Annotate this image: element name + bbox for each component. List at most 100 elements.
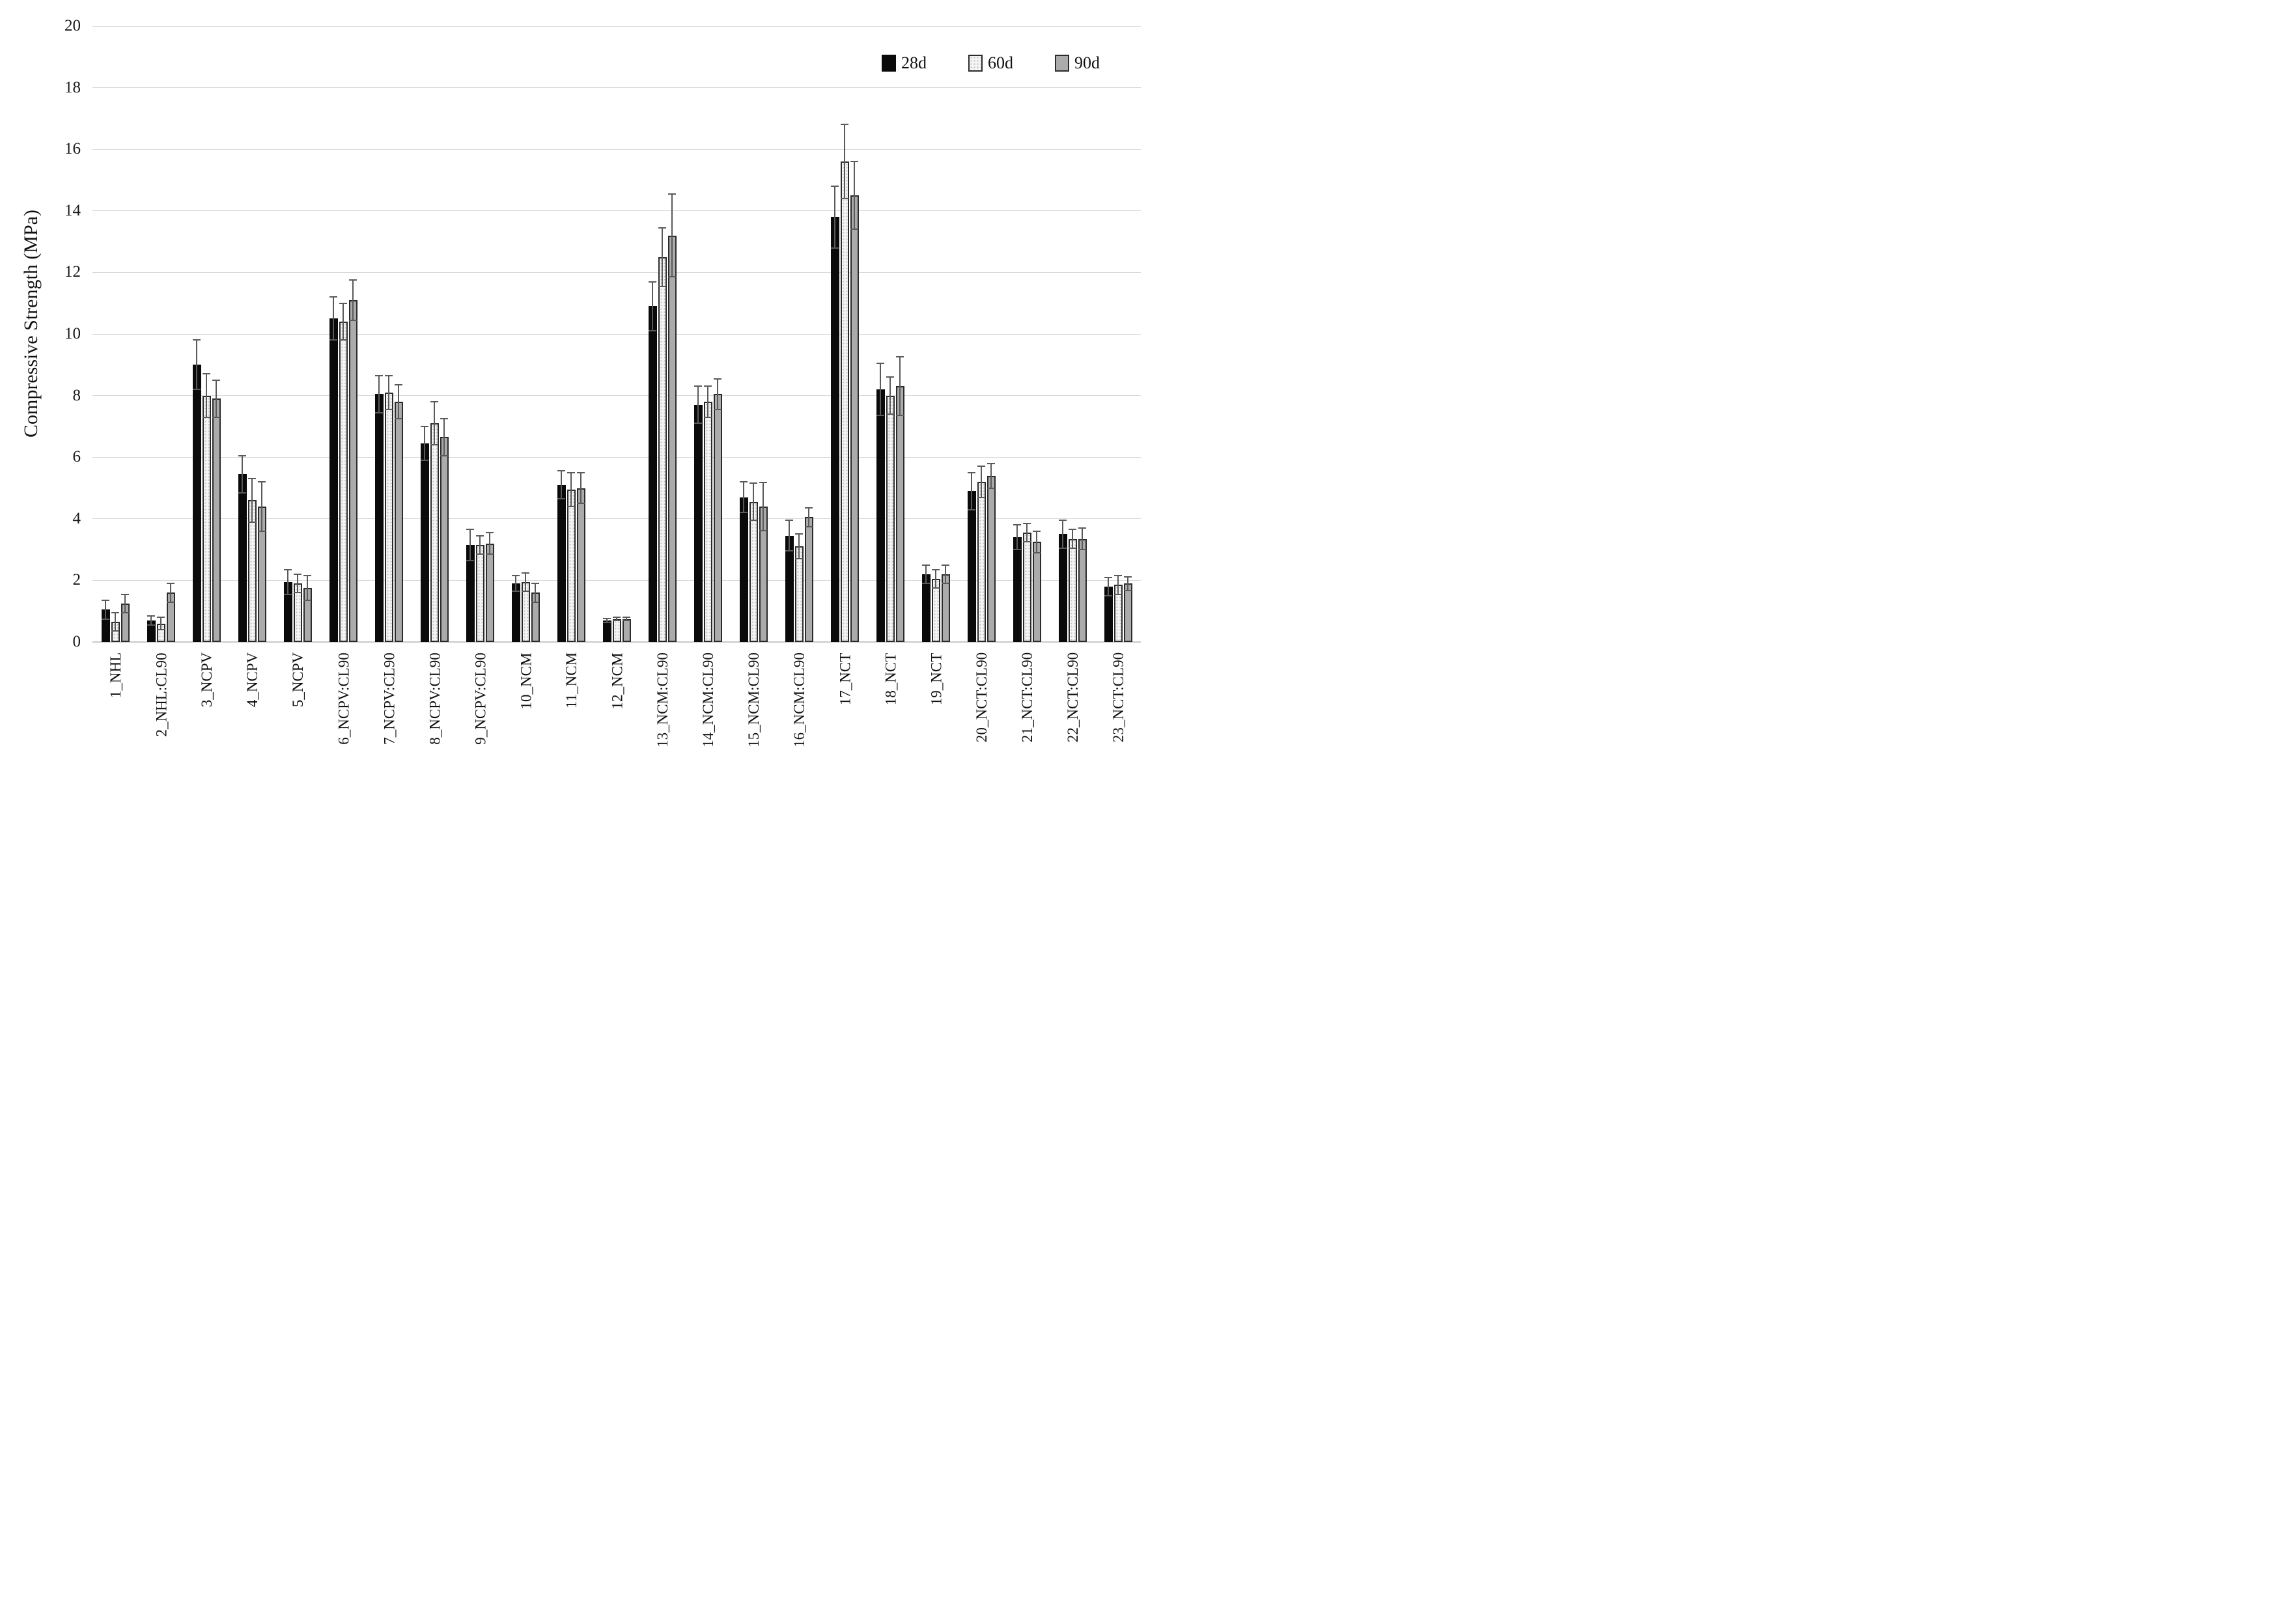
- y-tick-label: 8: [72, 386, 81, 404]
- x-axis-label: 3_NCPV: [199, 652, 216, 708]
- error-bar-28d-7_NCPV:CL90: [378, 375, 380, 413]
- bar-28d-15_NCM:CL90: [739, 497, 748, 642]
- error-bar-28d-2_NHL:CL90: [150, 615, 152, 625]
- x-axis-label: 13_NCM:CL90: [654, 652, 671, 747]
- error-bar-90d-8_NCPV:CL90: [443, 419, 445, 456]
- error-bar-28d-17_NCT: [834, 186, 835, 248]
- error-bar-90d-20_NCT:CL90: [990, 463, 992, 488]
- error-bar-cap: [193, 389, 201, 391]
- error-bar-cap: [922, 583, 930, 585]
- error-bar-cap: [831, 185, 839, 187]
- bar-28d-17_NCT: [830, 217, 839, 642]
- error-bar-cap: [658, 227, 666, 229]
- error-bar-cap: [121, 593, 129, 595]
- error-bar-cap: [476, 553, 484, 555]
- error-bar-cap: [977, 466, 985, 467]
- bar-60d-11_NCM: [567, 489, 576, 642]
- error-bar-cap: [1033, 551, 1041, 553]
- bar-28d-19_NCT: [921, 574, 931, 642]
- error-bar-cap: [1104, 595, 1112, 597]
- y-tick-label: 4: [72, 509, 81, 527]
- error-bar-cap: [147, 615, 155, 617]
- x-axis-label: 9_NCPV:CL90: [472, 652, 489, 745]
- bar-60d-8_NCPV:CL90: [430, 423, 439, 642]
- bar-90d-23_NCT:CL90: [1123, 583, 1132, 642]
- error-bar-90d-14_NCM:CL90: [717, 378, 718, 410]
- error-bar-cap: [440, 454, 448, 456]
- error-bar-90d-10_NCM: [535, 583, 536, 602]
- error-bar-cap: [522, 572, 529, 574]
- error-bar-28d-16_NCM:CL90: [789, 520, 790, 551]
- error-bar-28d-6_NCPV:CL90: [333, 297, 334, 341]
- error-bar-cap: [466, 529, 474, 531]
- bar-28d-9_NCPV:CL90: [466, 545, 475, 642]
- bar-90d-14_NCM:CL90: [713, 394, 722, 642]
- bar-60d-16_NCM:CL90: [794, 546, 804, 642]
- error-bar-60d-1_NHL: [115, 613, 116, 632]
- x-axis-label: 14_NCM:CL90: [699, 652, 716, 747]
- error-bar-90d-4_NCPV: [261, 482, 262, 531]
- error-bar-cap: [922, 564, 930, 566]
- error-bar-cap: [795, 533, 803, 535]
- error-bar-cap: [759, 529, 767, 531]
- bar-90d-7_NCPV:CL90: [394, 402, 403, 642]
- bar-28d-18_NCT: [876, 389, 885, 642]
- y-tick-label: 18: [64, 78, 81, 96]
- bar-60d-5_NCPV: [293, 583, 302, 642]
- error-bar-cap: [1059, 520, 1067, 522]
- error-bar-28d-15_NCM:CL90: [743, 482, 744, 513]
- error-bar-cap: [294, 573, 301, 575]
- bar-28d-8_NCPV:CL90: [420, 443, 429, 642]
- error-bar-cap: [349, 319, 357, 321]
- error-bar-cap: [740, 512, 748, 514]
- x-axis-label: 19_NCT: [927, 652, 944, 705]
- error-bar-28d-23_NCT:CL90: [1108, 577, 1109, 596]
- error-bar-cap: [795, 558, 803, 560]
- error-bar-90d-9_NCPV:CL90: [489, 533, 490, 555]
- error-bar-cap: [238, 492, 246, 494]
- x-axis-label: 20_NCT:CL90: [973, 652, 990, 743]
- error-bar-60d-15_NCM:CL90: [753, 483, 754, 521]
- bar-chart-figure: Compressive Strength (MPa) 0 2 4 6 8 10 12 14 16…: [0, 0, 1148, 802]
- error-bar-cap: [248, 521, 256, 523]
- error-bar-cap: [1124, 576, 1132, 578]
- error-bar-cap: [668, 193, 676, 195]
- error-bar-cap: [203, 373, 210, 375]
- error-bar-cap: [258, 481, 266, 483]
- error-bar-cap: [759, 481, 767, 483]
- error-bar-60d-14_NCM:CL90: [707, 386, 708, 417]
- error-bar-cap: [841, 197, 848, 199]
- bar-60d-6_NCPV:CL90: [339, 322, 348, 642]
- error-bar-cap: [658, 285, 666, 287]
- bar-90d-19_NCT: [941, 574, 950, 642]
- bar-90d-6_NCPV:CL90: [348, 300, 357, 642]
- error-bar-90d-11_NCM: [580, 472, 581, 504]
- bar-28d-14_NCM:CL90: [693, 404, 703, 642]
- error-bar-cap: [968, 509, 975, 510]
- gridline: [92, 272, 1141, 273]
- bar-28d-10_NCM: [511, 583, 520, 642]
- legend-label-28d: 28d: [901, 53, 927, 72]
- error-bar-cap: [339, 339, 347, 341]
- gridline: [92, 333, 1141, 335]
- error-bar-cap: [567, 505, 575, 507]
- x-axis-label: 8_NCPV:CL90: [427, 652, 443, 745]
- bar-28d-2_NHL:CL90: [147, 620, 156, 642]
- y-tick-label: 10: [64, 325, 81, 342]
- gridline: [92, 87, 1141, 89]
- bar-60d-19_NCT: [931, 579, 940, 642]
- x-axis-label: 21_NCT:CL90: [1019, 652, 1036, 743]
- error-bar-cap: [785, 520, 793, 522]
- error-bar-cap: [714, 378, 721, 380]
- bar-28d-22_NCT:CL90: [1058, 534, 1067, 642]
- error-bar-cap: [896, 415, 904, 417]
- bar-90d-11_NCM: [576, 488, 585, 642]
- error-bar-cap: [157, 629, 165, 631]
- error-bar-90d-2_NHL:CL90: [170, 583, 171, 602]
- x-axis-label: 18_NCT: [882, 652, 899, 705]
- error-bar-cap: [896, 356, 904, 358]
- error-bar-cap: [876, 362, 884, 364]
- bar-90d-16_NCM:CL90: [804, 517, 813, 642]
- y-tick-label: 0: [72, 633, 81, 650]
- error-bar-cap: [704, 416, 712, 418]
